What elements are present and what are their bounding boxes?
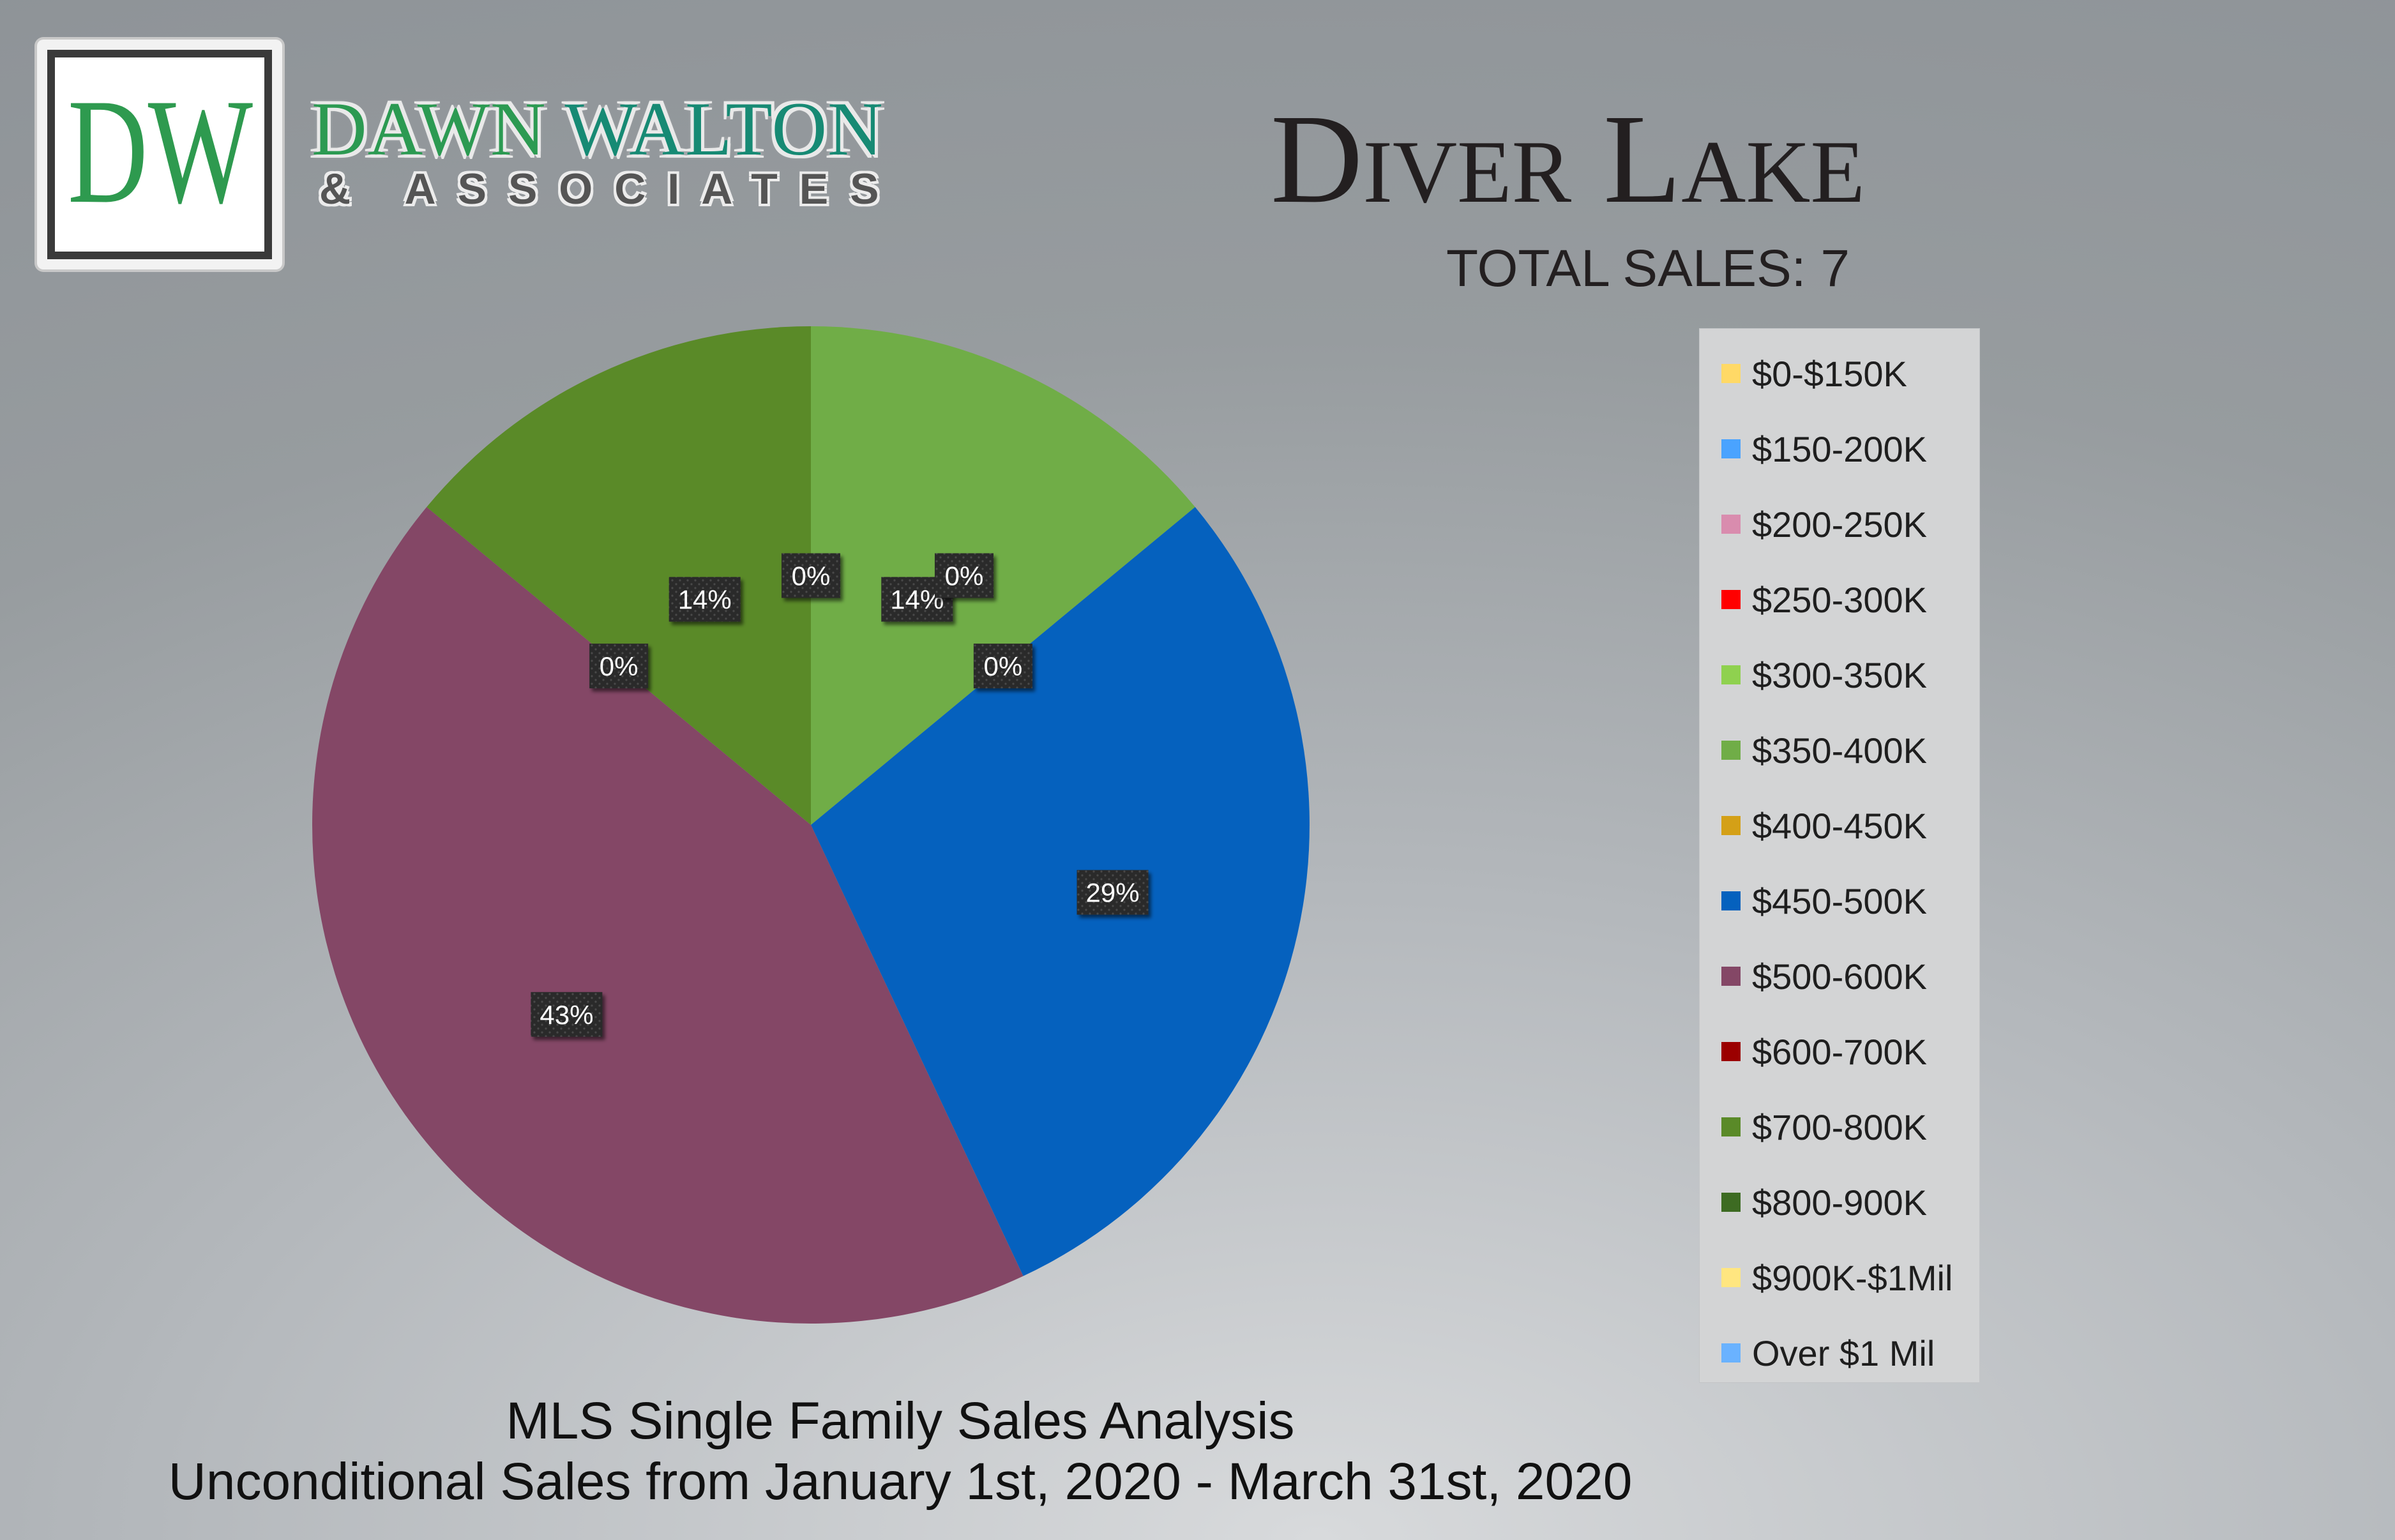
data-label-box bbox=[935, 553, 994, 598]
data-label-box bbox=[669, 577, 741, 622]
data-label-800-900k: 0% bbox=[935, 553, 994, 598]
footer-date-range: Unconditional Sales from January 1st, 20… bbox=[168, 1453, 1633, 1511]
data-label-box bbox=[531, 992, 603, 1037]
total-sales-label: TOTAL SALES: 7 bbox=[1446, 239, 1850, 298]
logo-monogram: DW bbox=[68, 68, 253, 235]
data-label-box bbox=[973, 644, 1032, 689]
legend-swatch bbox=[1721, 364, 1741, 383]
legend-label: $250-300K bbox=[1752, 579, 1928, 620]
legend-swatch bbox=[1721, 1343, 1741, 1363]
legend-swatch bbox=[1721, 439, 1741, 458]
legend-item-150-200k: $150-200K bbox=[1721, 428, 1928, 469]
legend-swatch bbox=[1721, 1268, 1741, 1287]
legend-item-400-450k: $400-450K bbox=[1721, 805, 1928, 846]
legend-swatch bbox=[1721, 891, 1741, 910]
legend-item-900k-1mil: $900K-$1Mil bbox=[1721, 1257, 1953, 1298]
legend-label: $900K-$1Mil bbox=[1752, 1257, 1953, 1298]
data-label-600-700k: 0% bbox=[589, 644, 649, 689]
legend-label: $800-900K bbox=[1752, 1182, 1928, 1223]
brand-name: DAWN WALTON bbox=[312, 91, 884, 167]
pie-data-labels: 0%14%0%29%43%0%14%0% bbox=[531, 553, 1149, 1037]
legend-swatch bbox=[1721, 1193, 1741, 1212]
data-label-text: 14% bbox=[678, 585, 732, 615]
legend-label: $200-250K bbox=[1752, 504, 1928, 545]
data-label-300-350k: 0% bbox=[782, 553, 840, 598]
data-label-text: 0% bbox=[984, 651, 1023, 681]
legend-swatch bbox=[1721, 967, 1741, 986]
data-label-text: 0% bbox=[792, 561, 831, 591]
pie-slice-700-800k bbox=[427, 326, 811, 825]
data-label-text: 0% bbox=[600, 651, 638, 681]
legend-swatch bbox=[1721, 665, 1741, 684]
pie-slice-350-400k bbox=[811, 326, 1195, 825]
legend-item-200-250k: $200-250K bbox=[1721, 504, 1928, 545]
legend-item-over-1-mil: Over $1 Mil bbox=[1721, 1332, 1935, 1373]
legend-item-600-700k: $600-700K bbox=[1721, 1031, 1928, 1072]
legend-label: $600-700K bbox=[1752, 1031, 1928, 1072]
data-label-text: 0% bbox=[945, 561, 984, 591]
legend-item-300-350k: $300-350K bbox=[1721, 654, 1928, 695]
legend-item-0-150k: $0-$150K bbox=[1721, 353, 1907, 394]
data-label-500-600k: 43% bbox=[531, 992, 603, 1037]
brand-name-last: WALTON bbox=[564, 86, 884, 171]
legend-swatch bbox=[1721, 590, 1741, 609]
data-label-450-500k: 29% bbox=[1077, 870, 1149, 915]
legend-label: $300-350K bbox=[1752, 654, 1928, 695]
legend-swatch bbox=[1721, 816, 1741, 835]
logo-frame: DW bbox=[47, 50, 272, 259]
legend-item-500-600k: $500-600K bbox=[1721, 956, 1928, 997]
pie-slice-450-500k bbox=[811, 507, 1310, 1276]
data-label-text: 29% bbox=[1086, 878, 1140, 908]
data-label-box bbox=[589, 644, 649, 689]
legend-label: $500-600K bbox=[1752, 956, 1928, 997]
logo: DW bbox=[37, 40, 282, 269]
legend-label: Over $1 Mil bbox=[1752, 1332, 1935, 1373]
legend-label: $150-200K bbox=[1752, 428, 1928, 469]
data-label-350-400k: 14% bbox=[881, 577, 953, 622]
data-label-box bbox=[782, 553, 840, 598]
brand-tagline: & ASSOCIATES bbox=[319, 165, 901, 213]
page-title: Diver Lake bbox=[1271, 89, 1865, 230]
brand-name-first: DAWN bbox=[312, 86, 565, 171]
pie-slice-500-600k bbox=[312, 507, 1024, 1324]
legend-swatch bbox=[1721, 1042, 1741, 1061]
legend-item-800-900k: $800-900K bbox=[1721, 1182, 1928, 1223]
legend-label: $450-500K bbox=[1752, 880, 1928, 921]
logo-letters: DW bbox=[68, 68, 253, 235]
legend-label: $400-450K bbox=[1752, 805, 1928, 846]
legend-item-700-800k: $700-800K bbox=[1721, 1106, 1928, 1147]
legend-label: $350-400K bbox=[1752, 730, 1928, 771]
legend-swatch bbox=[1721, 741, 1741, 760]
data-label-700-800k: 14% bbox=[669, 577, 741, 622]
chart-legend: $0-$150K $150-200K $200-250K $250-300K $300-… bbox=[1700, 329, 1979, 1382]
legend-item-350-400k: $350-400K bbox=[1721, 730, 1928, 771]
pie-slices bbox=[312, 326, 1310, 1324]
legend-label: $0-$150K bbox=[1752, 353, 1907, 394]
legend-label: $700-800K bbox=[1752, 1106, 1928, 1147]
legend-swatch bbox=[1721, 515, 1741, 534]
data-label-400-450k: 0% bbox=[973, 644, 1032, 689]
legend-item-250-300k: $250-300K bbox=[1721, 579, 1928, 620]
data-label-box bbox=[1077, 870, 1149, 915]
legend-swatch bbox=[1721, 1117, 1741, 1136]
footer-heading: MLS Single Family Sales Analysis bbox=[506, 1392, 1295, 1450]
data-label-text: 43% bbox=[540, 1000, 593, 1030]
legend-item-450-500k: $450-500K bbox=[1721, 880, 1928, 921]
